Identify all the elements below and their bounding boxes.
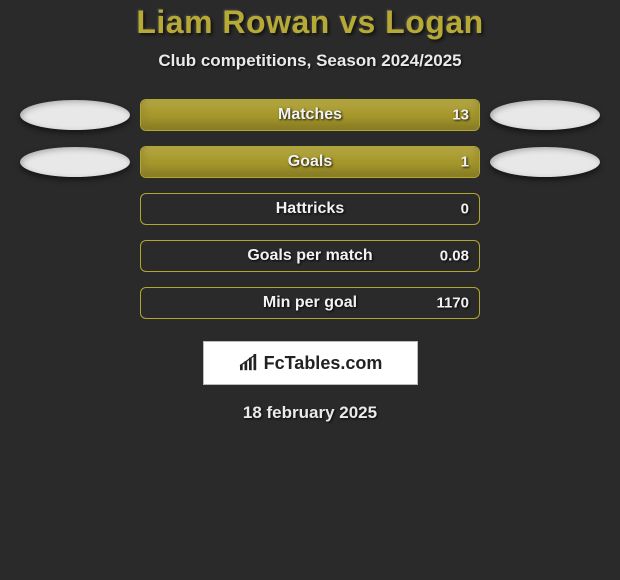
- stat-label: Goals per match: [141, 247, 479, 265]
- barchart-icon: [238, 354, 260, 372]
- bubble-placeholder: [490, 288, 600, 318]
- stat-bar: Goals per match0.08: [140, 240, 480, 272]
- bubble-placeholder: [490, 241, 600, 271]
- stat-row: Matches13: [0, 99, 620, 131]
- player-left-bubble: [20, 100, 130, 130]
- comparison-infographic: Liam Rowan vs Logan Club competitions, S…: [0, 0, 620, 580]
- stat-label: Min per goal: [141, 294, 479, 312]
- stat-row: Goals per match0.08: [0, 240, 620, 272]
- player-right-bubble: [490, 100, 600, 130]
- bar-fill-right: [141, 147, 479, 177]
- bubble-placeholder: [20, 288, 130, 318]
- page-subtitle: Club competitions, Season 2024/2025: [0, 51, 620, 71]
- stat-value-right: 0.08: [440, 248, 469, 265]
- bubble-placeholder: [490, 194, 600, 224]
- generated-date: 18 february 2025: [0, 403, 620, 423]
- stat-bar: Goals1: [140, 146, 480, 178]
- stat-value-right: 1170: [436, 295, 469, 312]
- stat-bar: Matches13: [140, 99, 480, 131]
- page-title: Liam Rowan vs Logan: [0, 4, 620, 41]
- branding-text: FcTables.com: [264, 353, 383, 374]
- stat-rows: Matches13 Goals1 Hattricks0 Goals per match…: [0, 99, 620, 319]
- bubble-placeholder: [20, 194, 130, 224]
- player-left-bubble: [20, 147, 130, 177]
- stat-row: Hattricks0: [0, 193, 620, 225]
- stat-label: Hattricks: [141, 200, 479, 218]
- stat-bar: Min per goal1170: [140, 287, 480, 319]
- bubble-placeholder: [20, 241, 130, 271]
- bar-fill-right: [141, 100, 479, 130]
- stat-bar: Hattricks0: [140, 193, 480, 225]
- stat-value-right: 0: [461, 201, 469, 218]
- stat-row: Min per goal1170: [0, 287, 620, 319]
- stat-row: Goals1: [0, 146, 620, 178]
- branding-badge[interactable]: FcTables.com: [203, 341, 418, 385]
- player-right-bubble: [490, 147, 600, 177]
